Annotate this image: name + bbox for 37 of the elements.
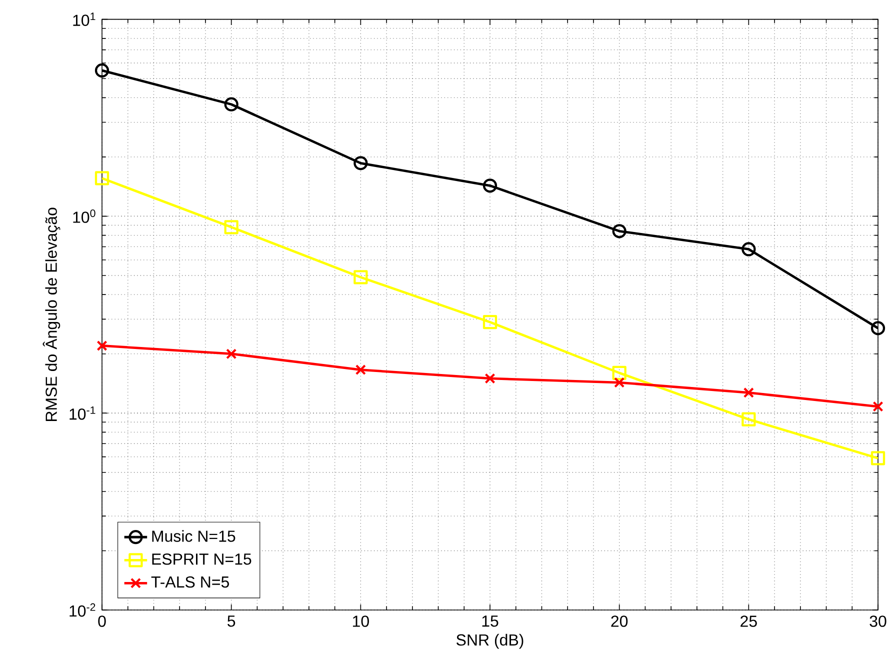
x-tick-label: 30 xyxy=(870,616,886,627)
point xyxy=(354,270,368,284)
x-tick-label: 20 xyxy=(611,616,628,627)
point xyxy=(96,340,108,352)
point xyxy=(743,387,754,398)
legend-label: ESPRIT N=15 xyxy=(152,553,252,565)
x-tick-label: 5 xyxy=(228,616,236,627)
legend-label: Music N=15 xyxy=(152,530,236,542)
y-tick-label: 10$^{1}$ xyxy=(73,12,96,26)
y-tick-label: 10$^{-1}$ xyxy=(70,406,96,420)
point xyxy=(872,401,884,412)
legend-label: T-ALS N=5 xyxy=(151,576,229,588)
point xyxy=(612,224,626,238)
point xyxy=(482,315,498,330)
y-tick-label: 10$^{-2}$ xyxy=(70,603,96,617)
point xyxy=(742,242,756,256)
point xyxy=(612,366,626,380)
point xyxy=(742,412,756,426)
point xyxy=(94,63,110,78)
point xyxy=(94,171,110,186)
x-tick-label: 25 xyxy=(740,616,757,627)
point xyxy=(226,348,237,360)
point xyxy=(870,321,886,336)
point xyxy=(224,220,238,234)
point xyxy=(870,451,886,466)
y-axis-title: RMSE do Ângulo de Elevação xyxy=(42,208,60,421)
point xyxy=(355,364,366,376)
x-tick-label: 0 xyxy=(98,616,106,627)
x-tick-label: 15 xyxy=(482,616,498,627)
x-tick-label: 10 xyxy=(352,616,369,627)
x-axis-title: SNR (dB) xyxy=(456,634,524,649)
point xyxy=(482,178,498,193)
y-tick-label: 10$^{0}$ xyxy=(73,210,96,223)
point xyxy=(224,97,238,112)
point xyxy=(484,373,496,384)
point xyxy=(614,377,625,388)
point xyxy=(354,156,368,170)
